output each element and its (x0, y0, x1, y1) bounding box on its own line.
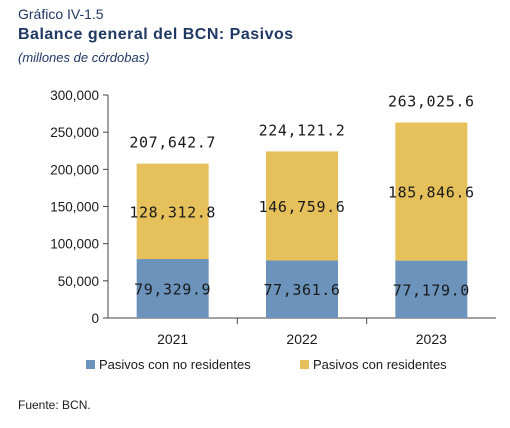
bar-segment-residentes (136, 163, 209, 260)
bar-segment-label: 128,312.8 (129, 203, 216, 221)
y-tick-label: 100,000 (50, 237, 99, 252)
legend-label: Pasivos con residentes (313, 357, 447, 372)
bar-segment-label: 79,329.9 (134, 281, 211, 299)
y-tick-label: 0 (91, 311, 99, 326)
bar-segment-label: 77,361.6 (263, 281, 340, 299)
bar-total-label: 224,121.2 (259, 121, 346, 139)
y-tick-label: 150,000 (50, 200, 99, 215)
bar-segment-residentes (266, 151, 338, 261)
chart-subtitle: (millones de córdobas) (18, 50, 150, 65)
chart-kicker: Gráfico IV-1.5 (18, 6, 104, 22)
y-tick-label: 250,000 (50, 125, 99, 140)
y-tick-label: 300,000 (50, 88, 99, 103)
legend-label: Pasivos con no residentes (99, 357, 251, 372)
y-tick-label: 50,000 (58, 274, 99, 289)
chart-source: Fuente: BCN. (18, 398, 91, 412)
bar-segment-no-residentes (136, 259, 209, 318)
x-tick-label: 2023 (416, 331, 447, 347)
bar-segment-residentes (395, 122, 468, 261)
y-tick-label: 200,000 (50, 162, 99, 177)
bar-segment-no-residentes (395, 260, 468, 318)
legend-swatch (300, 360, 309, 369)
bar-total-label: 263,025.6 (388, 92, 475, 110)
x-tick-label: 2021 (157, 331, 188, 347)
chart-title: Balance general del BCN: Pasivos (18, 26, 294, 43)
legend-swatch (86, 360, 95, 369)
x-tick-label: 2022 (286, 331, 317, 347)
bar-segment-no-residentes (266, 260, 338, 318)
bar-total-label: 207,642.7 (129, 134, 216, 152)
bar-segment-label: 77,179.0 (393, 281, 470, 299)
bar-segment-label: 185,846.6 (388, 184, 475, 202)
bar-segment-label: 146,759.6 (259, 198, 346, 216)
